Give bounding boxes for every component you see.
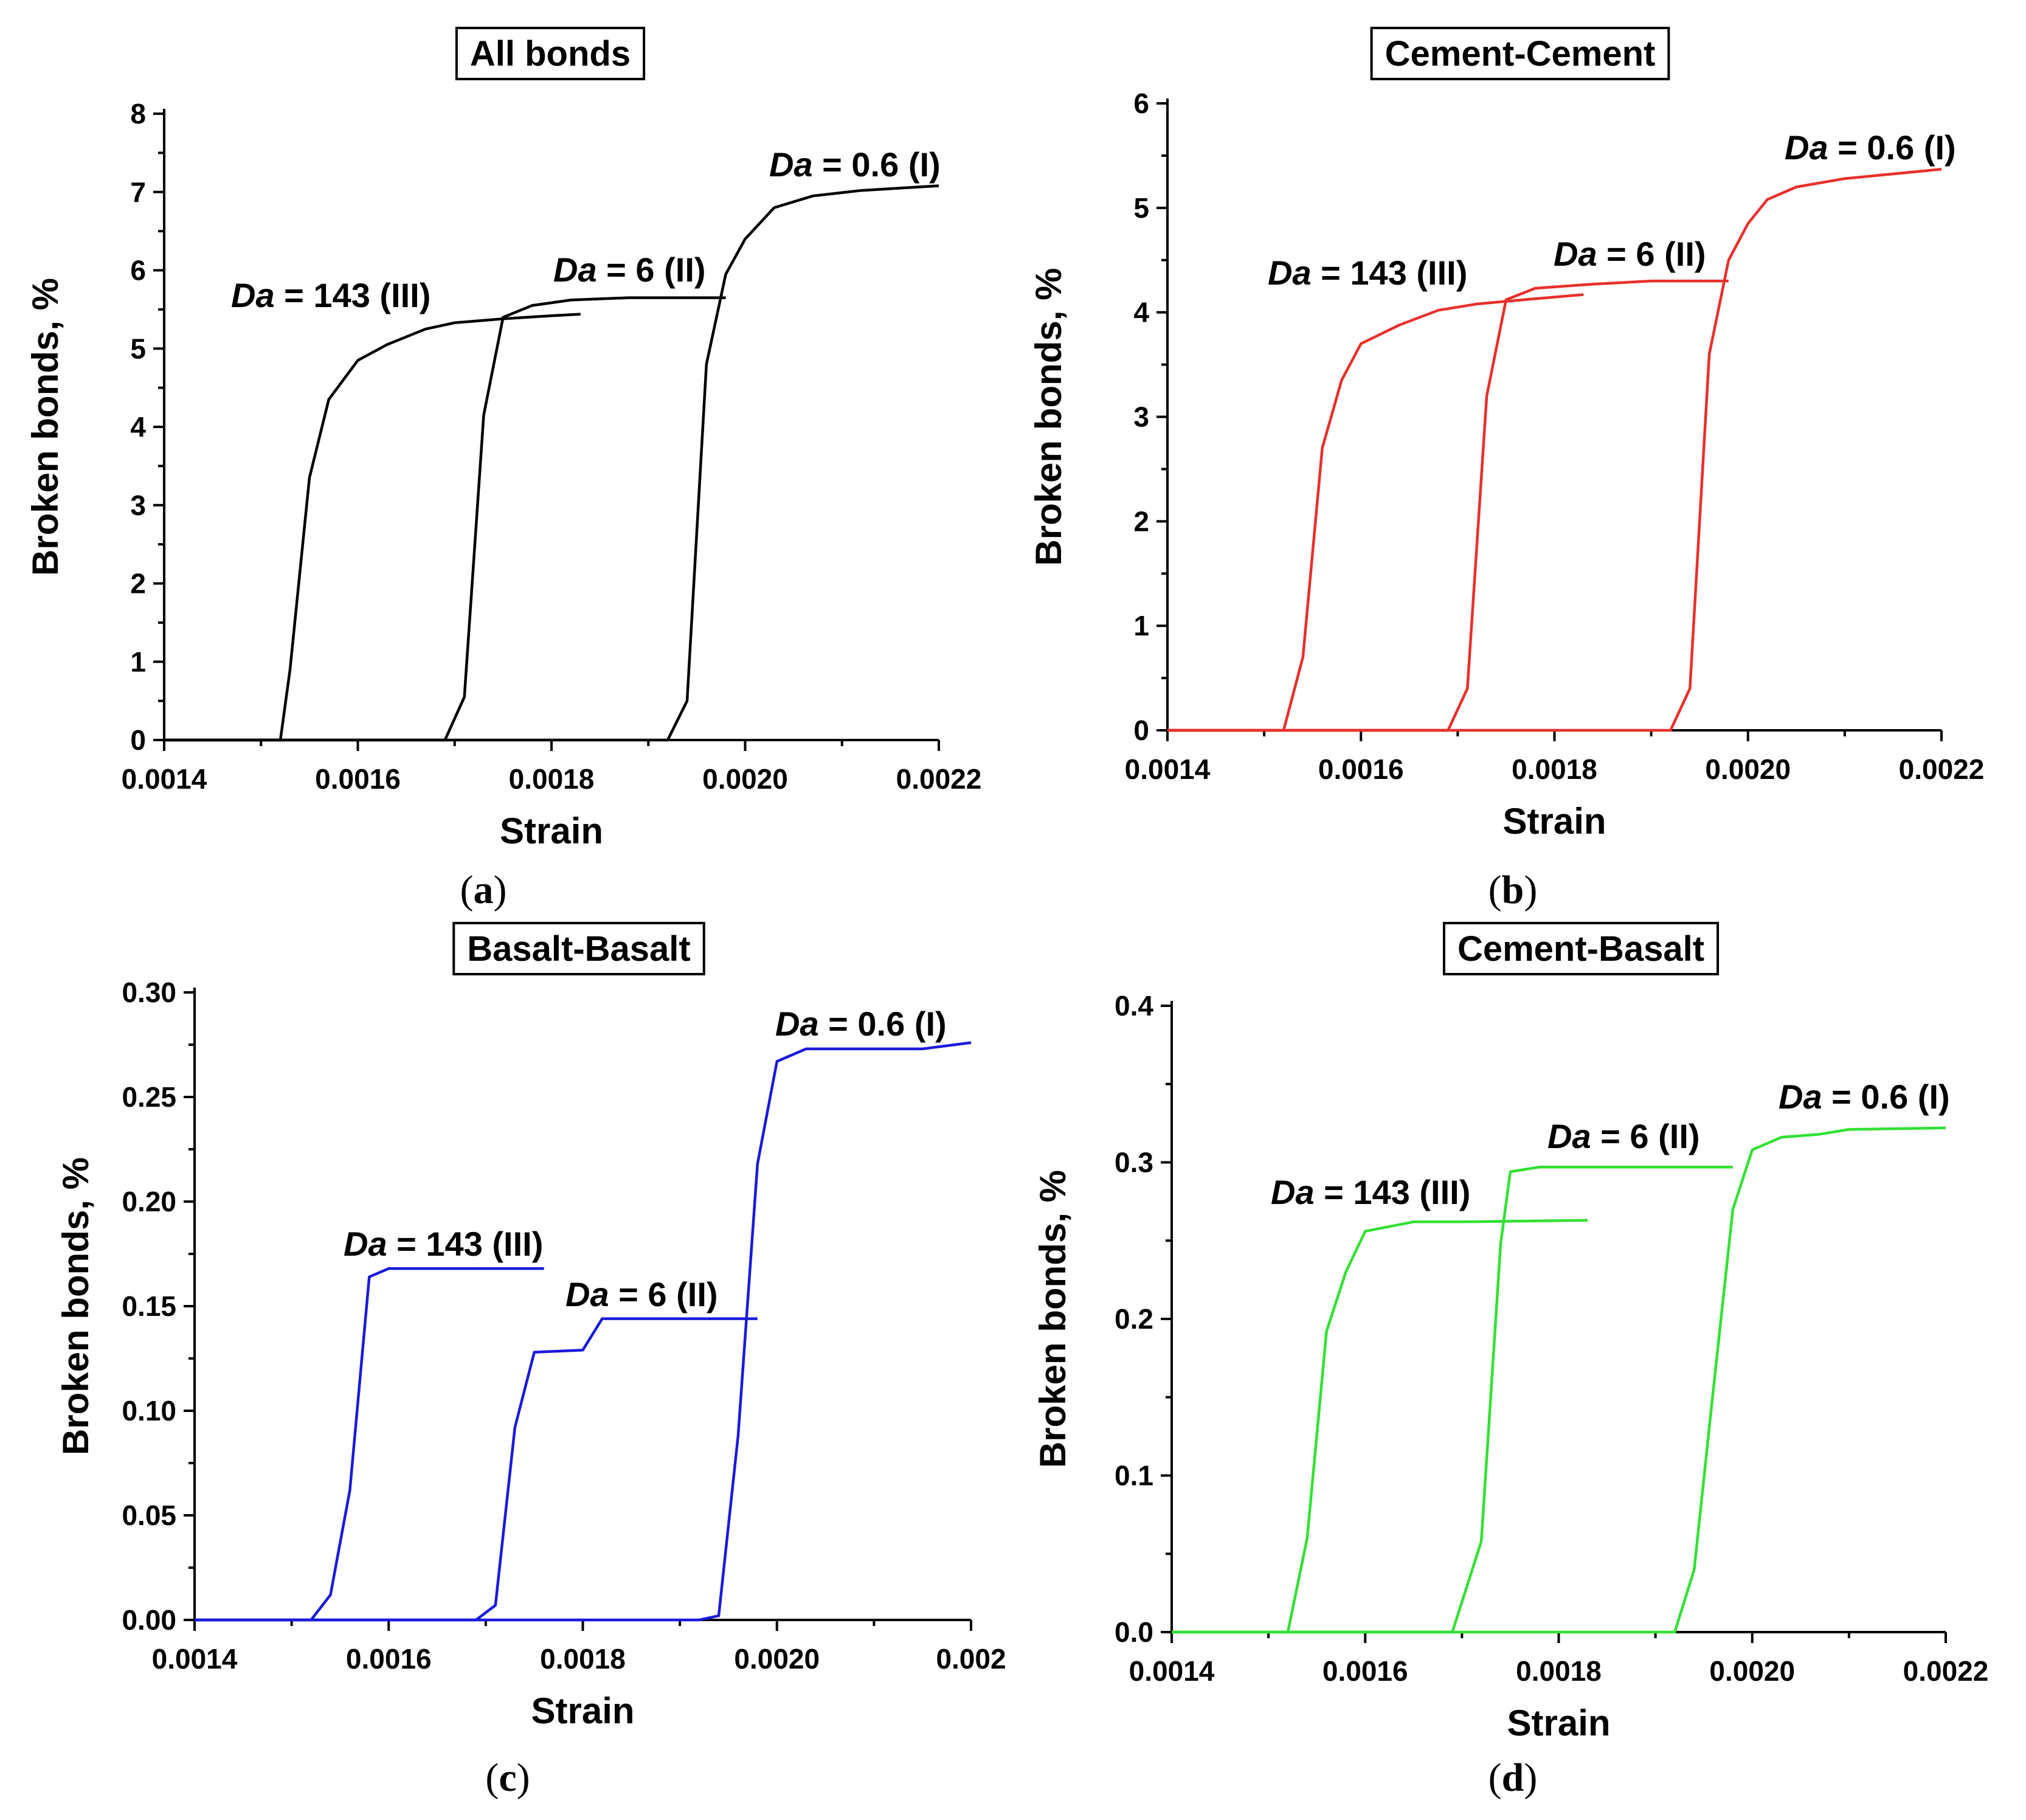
chart-title-box [455,27,646,80]
chart-title: All bonds [470,34,631,74]
y-tick-label: 2 [1133,505,1149,537]
curve-label-da-6: Da = 6 (II) [1547,1117,1700,1155]
curve-label-da-6: Da = 6 (II) [1554,235,1706,273]
chart-panel-c: 0.00 0.05 0.10 0.15 0.20 0.25 0.30 0.0014 0.0016… [55,922,1006,1800]
y-tick-label: 5 [130,333,146,364]
x-tick-label: 0.0022 [896,763,982,795]
x-axis-title: Strain [1502,801,1606,842]
y-tick-label: 4 [130,411,146,443]
x-tick-label: 0.0014 [1129,1655,1215,1687]
y-tick-label: 3 [1133,401,1149,433]
series-line-da-143 [1167,293,1584,732]
x-tick-label: 0.0014 [152,1643,238,1675]
y-tick-label: 0.00 [122,1604,176,1636]
x-tick-label: 0.0016 [1318,753,1404,785]
x-tick-label: 0.0022 [1903,1655,1989,1687]
y-tick-label: 6 [130,255,146,286]
x-tick-label: 0.0018 [1516,1655,1602,1687]
x-tick-label: 0.0016 [1322,1655,1408,1687]
x-tick-label: 0.0020 [1705,753,1791,785]
y-tick-label: 1 [130,646,146,677]
curve-label-da-0-6: Da = 0.6 (I) [1785,128,1956,167]
y-tick-label: 0.3 [1115,1147,1153,1178]
x-tick-label: 0.0014 [122,763,207,795]
y-tick-label: 0 [1133,715,1149,746]
y-tick-label: 1 [1133,610,1149,642]
curve-label-da-143: Da = 143 (III) [1268,254,1467,292]
series-line-da-6 [1167,279,1729,732]
x-tick-label: 0.0020 [702,763,788,795]
x-tick-label: 0.0018 [1512,753,1597,785]
chart-title-box [452,922,705,975]
y-tick-label: 6 [1133,88,1149,119]
y-tick-label: 0.0 [1115,1616,1153,1648]
y-tick-label: 0 [130,724,146,756]
series-line-da-6 [195,1317,758,1622]
chart-panel-d: 0.0 0.1 0.2 0.3 0.4 0.0014 0.0016 0.0018 0.0020 0… [1032,922,1989,1800]
y-tick-label: 8 [130,98,146,130]
series-line-da-6 [1172,1165,1733,1634]
x-axis-title: Strain [1507,1703,1610,1743]
x-tick-label: 0.0016 [315,763,401,795]
curve-label-da-143: Da = 143 (III) [344,1225,543,1263]
y-tick-label: 2 [130,568,146,600]
x-tick-label: 0.0018 [540,1643,626,1675]
y-axis-title: Broken bonds, % [1032,1170,1073,1468]
chart-title: Cement-Cement [1385,34,1656,74]
y-tick-label: 0.1 [1115,1460,1153,1492]
x-tick-label: 0.0016 [346,1643,432,1675]
y-axis-title: Broken bonds, % [25,278,66,576]
chart-panel-a: 0 1 2 3 4 5 6 7 8 0.0014 0.0016 0.0018 0.0020 0.0022 S… [25,27,982,912]
curve-label-da-6: Da = 6 (II) [553,251,706,289]
series-line-da-143 [1172,1219,1588,1634]
curve-label-da-0-6: Da = 0.6 (I) [769,145,941,184]
x-tick-label: 0.0014 [1125,753,1211,785]
y-tick-label: 0.05 [122,1500,176,1531]
chart-title: Basalt-Basalt [467,929,690,969]
panel-label: (d) [1488,1756,1538,1800]
series-line-da-0-6 [1172,1126,1946,1634]
chart-panel-b: 0 1 2 3 4 5 6 0.0014 0.0016 0.0018 0.0020 0.0022 Str… [1028,27,1985,912]
curve-label-da-0-6: Da = 0.6 (I) [1779,1078,1950,1116]
y-tick-label: 7 [130,176,146,208]
y-tick-label: 5 [1133,192,1149,224]
chart-title-box [1370,27,1670,80]
x-tick-label: 0.0022 [1899,753,1985,785]
y-tick-label: 0.10 [122,1395,176,1427]
x-tick-label: 0.0020 [1709,1655,1795,1687]
curve-label-da-0-6: Da = 0.6 (I) [775,1005,947,1043]
y-tick-label: 0.20 [122,1186,176,1217]
curve-label-da-143: Da = 143 (III) [1271,1173,1470,1211]
y-tick-label: 0.15 [122,1290,176,1322]
x-tick-label: 0.002 [936,1643,1006,1675]
series-line-da-0-6 [164,184,939,742]
y-tick-label: 0.25 [122,1081,176,1113]
curve-label-da-143: Da = 143 (III) [231,276,430,314]
y-tick-label: 0.2 [1115,1303,1153,1335]
y-tick-label: 0.4 [1115,990,1153,1022]
curve-label-da-6: Da = 6 (II) [565,1275,718,1313]
x-axis-title: Strain [500,811,603,851]
y-tick-label: 4 [1133,297,1149,328]
y-axis-title: Broken bonds, % [1028,268,1069,566]
x-tick-label: 0.0020 [734,1643,820,1675]
series-line-da-143 [164,313,581,742]
panel-label: (b) [1488,868,1538,912]
chart-title: Cement-Basalt [1457,929,1704,969]
chart-title-box [1442,922,1720,975]
x-axis-title: Strain [531,1690,634,1731]
y-tick-label: 0.30 [122,977,176,1008]
panel-label: (a) [460,868,507,912]
x-tick-label: 0.0018 [509,763,595,795]
y-axis-title: Broken bonds, % [55,1157,96,1455]
series-line-da-6 [164,296,726,742]
panel-label: (c) [485,1756,530,1800]
series-line-da-143 [195,1267,544,1622]
series-line-da-0-6 [1167,168,1942,732]
series-line-da-0-6 [195,1041,972,1622]
y-tick-label: 3 [130,490,146,521]
